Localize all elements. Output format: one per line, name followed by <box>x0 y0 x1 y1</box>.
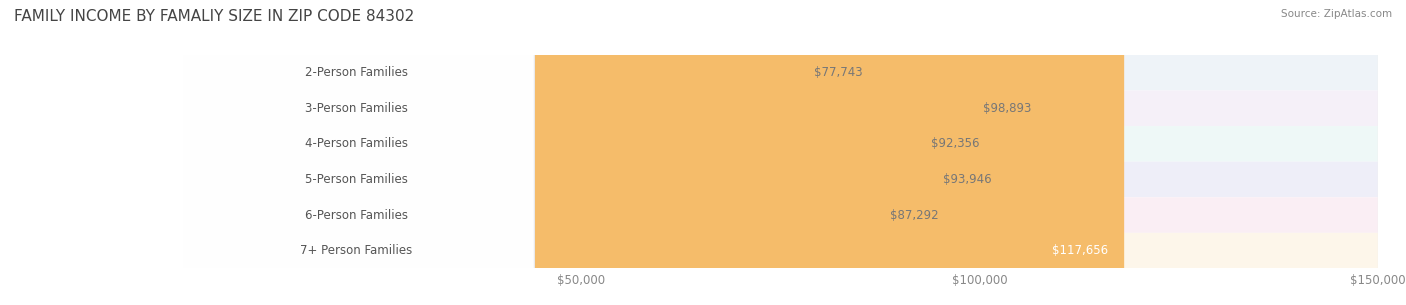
FancyBboxPatch shape <box>183 162 1378 197</box>
FancyBboxPatch shape <box>179 0 882 305</box>
Text: 7+ Person Families: 7+ Person Families <box>301 244 412 257</box>
Text: 4-Person Families: 4-Person Families <box>305 137 408 150</box>
Text: $93,946: $93,946 <box>943 173 991 186</box>
Text: 2-Person Families: 2-Person Families <box>305 66 408 79</box>
FancyBboxPatch shape <box>179 0 974 305</box>
FancyBboxPatch shape <box>179 0 534 305</box>
Text: 3-Person Families: 3-Person Families <box>305 102 408 115</box>
Text: 6-Person Families: 6-Person Families <box>305 209 408 221</box>
FancyBboxPatch shape <box>179 0 534 305</box>
FancyBboxPatch shape <box>179 0 534 305</box>
Text: $77,743: $77,743 <box>814 66 863 79</box>
FancyBboxPatch shape <box>179 0 534 305</box>
Text: FAMILY INCOME BY FAMALIY SIZE IN ZIP CODE 84302: FAMILY INCOME BY FAMALIY SIZE IN ZIP COD… <box>14 9 415 24</box>
Text: $87,292: $87,292 <box>890 209 939 221</box>
FancyBboxPatch shape <box>179 0 1125 305</box>
FancyBboxPatch shape <box>183 126 1378 162</box>
FancyBboxPatch shape <box>179 0 534 305</box>
FancyBboxPatch shape <box>179 0 806 305</box>
FancyBboxPatch shape <box>183 197 1378 233</box>
Text: 5-Person Families: 5-Person Families <box>305 173 408 186</box>
Text: $98,893: $98,893 <box>983 102 1031 115</box>
FancyBboxPatch shape <box>183 55 1378 91</box>
Text: $92,356: $92,356 <box>931 137 979 150</box>
FancyBboxPatch shape <box>179 0 935 305</box>
FancyBboxPatch shape <box>179 0 534 305</box>
FancyBboxPatch shape <box>183 91 1378 126</box>
Text: Source: ZipAtlas.com: Source: ZipAtlas.com <box>1281 9 1392 19</box>
FancyBboxPatch shape <box>183 233 1378 268</box>
Text: $117,656: $117,656 <box>1052 244 1108 257</box>
FancyBboxPatch shape <box>179 0 922 305</box>
